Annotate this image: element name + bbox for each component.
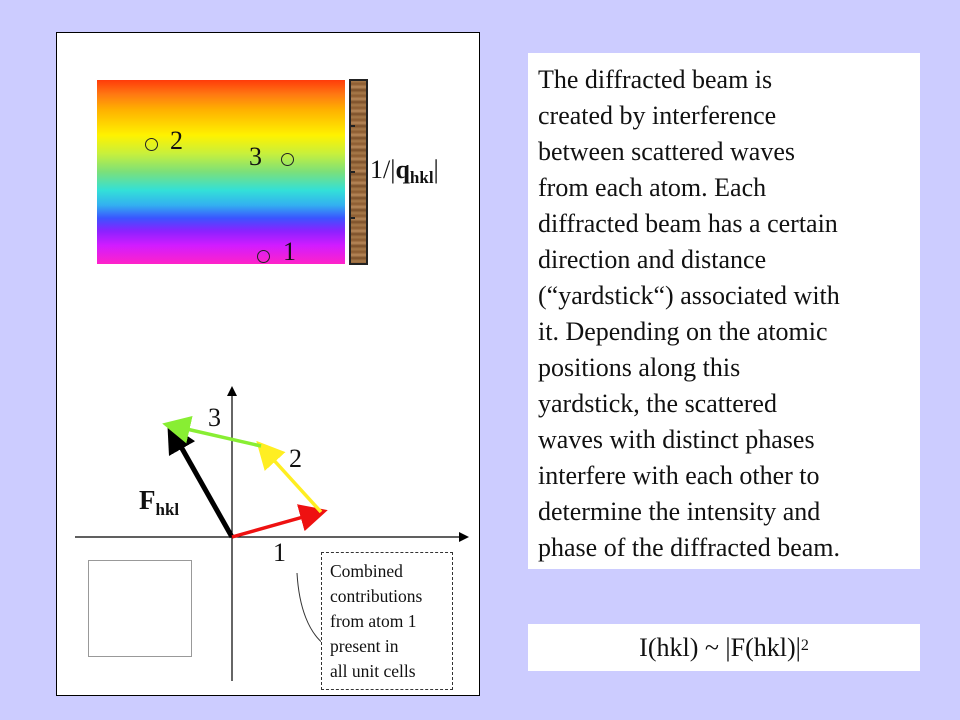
figure-panel: 2 3 1 1/|qhkl| [56, 32, 480, 696]
ruler-label-q: q [395, 155, 410, 184]
explanation-line: between scattered waves [538, 137, 795, 166]
explanation-line: The diffracted beam is [538, 65, 773, 94]
explanation-line: waves with distinct phases [538, 425, 815, 454]
structure-factor-label: Fhkl [139, 485, 179, 519]
explanation-line: positions along this [538, 353, 741, 382]
explanation-line: phase of the diffracted beam. [538, 533, 840, 562]
callout-line: present in [330, 636, 399, 656]
explanation-line: determine the intensity and [538, 497, 821, 526]
ruler-label: 1/|qhkl| [370, 155, 439, 187]
ruler-tick [349, 171, 355, 173]
callout-line: contributions [330, 586, 423, 606]
vector-1-label: 1 [273, 538, 286, 567]
callout-pointer [296, 572, 326, 646]
callout-line: Combined [330, 561, 403, 581]
explanation-line: (“yardstick“) associated with [538, 281, 840, 310]
intensity-formula: I(hkl) ~ |F(hkl)|2 [528, 624, 920, 671]
explanation-line: direction and distance [538, 245, 767, 274]
atom-2-label: 2 [170, 126, 183, 155]
resultant-vector [167, 422, 235, 539]
ruler-label-suffix: | [433, 155, 439, 184]
callout-line: from atom 1 [330, 611, 417, 631]
fhkl-main: F [139, 485, 156, 515]
ruler-label-prefix: 1/| [370, 155, 396, 184]
ruler-label-sub: hkl [409, 168, 434, 187]
vector-2-label: 2 [289, 444, 302, 473]
ruler-tick [349, 125, 355, 127]
explanation-line: interfere with each other to [538, 461, 820, 490]
explanation-line: from each atom. Each [538, 173, 767, 202]
phase-wheel-inset [88, 560, 192, 657]
atom-2-marker [145, 138, 158, 151]
formula-text: I(hkl) ~ |F(hkl)| [639, 633, 801, 662]
atom-1-vector [231, 504, 328, 539]
fhkl-sub: hkl [155, 500, 180, 519]
atom-2-vector [256, 440, 323, 514]
vector-3-label: 3 [208, 403, 221, 432]
callout-line: all unit cells [330, 661, 416, 681]
callout-note: Combined contributions from atom 1 prese… [321, 552, 453, 690]
atom-3-vector [162, 416, 262, 448]
ruler-tick [349, 217, 355, 219]
atom-3-label: 3 [249, 142, 262, 171]
atom-3-marker [281, 153, 294, 166]
explanation-line: created by interference [538, 101, 777, 130]
atom-1-marker [257, 250, 270, 263]
formula-exponent: 2 [800, 637, 809, 654]
explanation-line: it. Depending on the atomic [538, 317, 828, 346]
electron-density-gradient [97, 80, 345, 264]
explanation-line: diffracted beam has a certain [538, 209, 838, 238]
explanation-text: The diffracted beam is created by interf… [528, 53, 920, 569]
explanation-line: yardstick, the scattered [538, 389, 777, 418]
atom-1-label: 1 [283, 237, 296, 266]
